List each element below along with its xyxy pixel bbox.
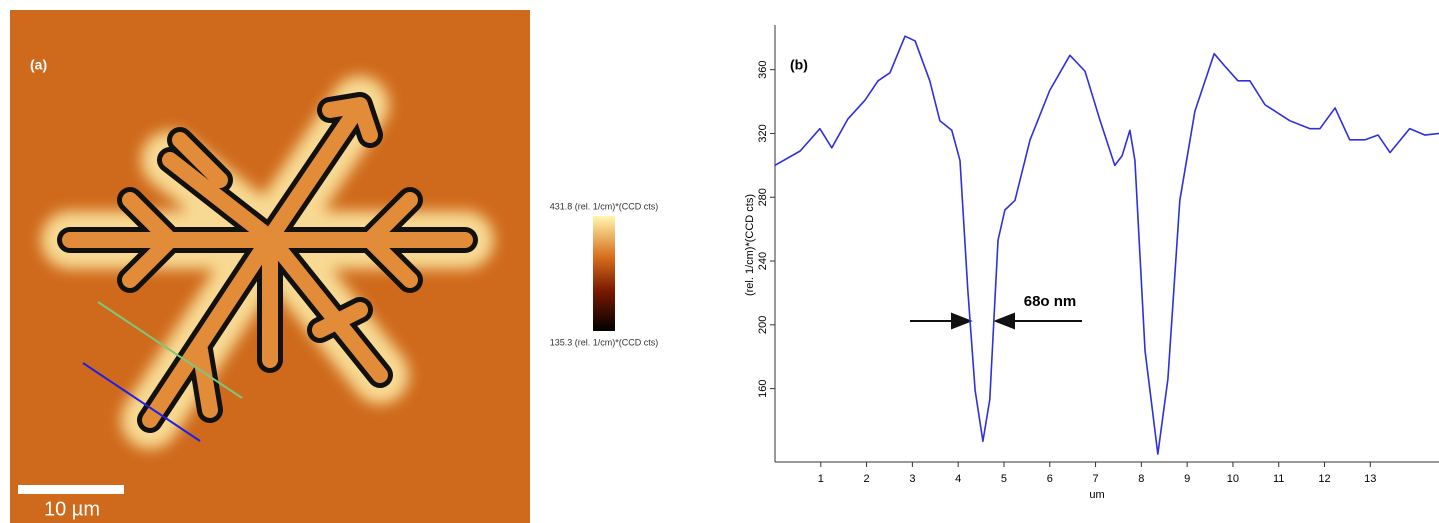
scale-bar <box>18 485 124 494</box>
y-tick-label: 320 <box>757 124 769 142</box>
x-tick-label: 1 <box>818 473 824 485</box>
y-axis-label: (rel. 1/cm)*(CCD cts) <box>744 194 756 296</box>
x-tick-label: 12 <box>1318 473 1330 485</box>
x-tick-label: 5 <box>1001 473 1007 485</box>
colorbar-max: 431.8 (rel. 1/cm)*(CCD cts) <box>550 201 659 211</box>
panel-label: (a) <box>30 57 47 73</box>
annotation: 68o nm <box>1024 293 1077 310</box>
x-tick-label: 13 <box>1364 473 1376 485</box>
x-tick-label: 9 <box>1184 473 1190 485</box>
x-tick-label: 11 <box>1273 473 1284 485</box>
profile-line <box>82 362 201 442</box>
y-tick-label: 200 <box>757 316 769 334</box>
raman-map: (a) 10 µm <box>10 10 530 523</box>
y-tick-label: 240 <box>757 252 769 270</box>
x-tick-label: 2 <box>864 473 870 485</box>
x-axis-label: um <box>1089 489 1104 501</box>
x-tick-label: 10 <box>1227 473 1239 485</box>
y-tick-label: 160 <box>757 379 769 397</box>
colorbar <box>593 216 615 331</box>
scale-bar-label: 10 µm <box>44 498 100 520</box>
x-tick-label: 8 <box>1138 473 1144 485</box>
profile-line <box>97 301 243 399</box>
x-tick-label: 7 <box>1092 473 1098 485</box>
y-tick-label: 360 <box>757 60 769 78</box>
line-chart: (b) um (rel. 1/cm)*(CCD cts) 68o nm <box>744 25 1439 501</box>
data-line <box>774 35 1439 455</box>
colorbar-min: 135.3 (rel. 1/cm)*(CCD cts) <box>550 337 659 347</box>
panel-label: (b) <box>790 57 808 73</box>
x-tick-label: 4 <box>955 473 961 485</box>
x-tick-label: 3 <box>909 473 915 485</box>
width-arrows <box>910 312 1082 330</box>
snowflake <box>41 76 494 449</box>
x-tick-label: 6 <box>1047 473 1053 485</box>
y-tick-label: 280 <box>757 188 769 206</box>
